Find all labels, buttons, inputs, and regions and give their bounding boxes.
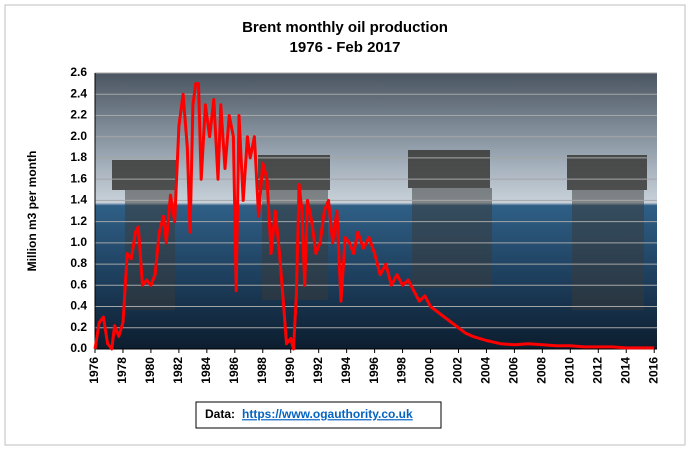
- y-tick-label: 1.4: [70, 193, 87, 207]
- x-tick-label: 2014: [618, 357, 632, 384]
- y-tick-label: 0.0: [70, 341, 87, 355]
- x-tick-label: 1994: [339, 357, 353, 384]
- x-tick-label: 2002: [451, 357, 465, 384]
- chart-title: Brent monthly oil production: [242, 19, 448, 36]
- data-line: [93, 82, 655, 351]
- x-tick-label: 2004: [479, 357, 493, 384]
- y-tick-label: 1.6: [70, 171, 87, 185]
- source-link[interactable]: https://www.ogauthority.co.uk: [242, 407, 413, 421]
- x-tick-label: 2000: [423, 357, 437, 384]
- x-tick-label: 1976: [87, 357, 101, 384]
- y-tick-label: 2.0: [70, 129, 87, 143]
- y-tick-label: 0.2: [70, 320, 87, 334]
- x-tick-label: 1978: [115, 357, 129, 384]
- x-tick-label: 1984: [199, 357, 213, 384]
- y-tick-label: 1.0: [70, 235, 87, 249]
- platform-silhouettes: [112, 150, 647, 310]
- y-tick-label: 0.4: [70, 299, 87, 313]
- x-tick-label: 1990: [283, 357, 297, 384]
- x-tick-label: 1988: [255, 357, 269, 384]
- x-tick-label: 1992: [311, 357, 325, 384]
- x-tick-label: 2010: [562, 357, 576, 384]
- y-axis-label: Million m3 per month: [25, 151, 39, 272]
- y-tick-label: 0.6: [70, 277, 87, 291]
- x-tick-label: 2008: [535, 357, 549, 384]
- x-tick-label: 1980: [143, 357, 157, 384]
- source-box: [195, 401, 442, 429]
- y-tick-label: 0.8: [70, 256, 87, 270]
- y-tick-label: 2.2: [70, 108, 87, 122]
- source-label: Data:: [205, 407, 235, 421]
- chart-subtitle: 1976 - Feb 2017: [290, 39, 401, 56]
- y-tick-label: 2.6: [70, 65, 87, 79]
- x-tick-label: 1986: [227, 357, 241, 384]
- x-tick-label: 1998: [395, 357, 409, 384]
- x-tick-label: 1982: [171, 357, 185, 384]
- x-tick-label: 2006: [507, 357, 521, 384]
- y-tick-label: 1.2: [70, 214, 87, 228]
- y-tick-label: 1.8: [70, 150, 87, 164]
- x-tick-label: 1996: [367, 357, 381, 384]
- x-tick-label: 2016: [646, 357, 660, 384]
- x-tick-label: 2012: [590, 357, 604, 384]
- y-tick-label: 2.4: [70, 86, 87, 100]
